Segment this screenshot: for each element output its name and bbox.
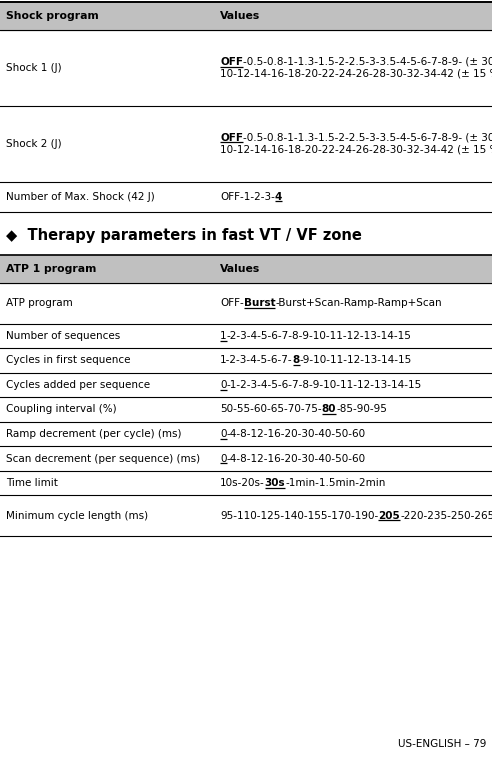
Text: 10-12-14-16-18-20-22-24-26-28-30-32-34-42 (± 15 %): 10-12-14-16-18-20-22-24-26-28-30-32-34-4… — [220, 145, 492, 154]
Text: 95-110-125-140-155-170-190-: 95-110-125-140-155-170-190- — [220, 511, 378, 521]
Text: Number of Max. Shock (42 J): Number of Max. Shock (42 J) — [6, 192, 155, 202]
Text: -4-8-12-16-20-30-40-50-60: -4-8-12-16-20-30-40-50-60 — [226, 453, 366, 463]
Text: OFF: OFF — [220, 132, 243, 143]
Text: Values: Values — [220, 11, 260, 21]
Text: -1-2-3-4-5-6-7-8-9-10-11-12-13-14-15: -1-2-3-4-5-6-7-8-9-10-11-12-13-14-15 — [226, 380, 422, 390]
Text: OFF: OFF — [220, 57, 243, 67]
Text: Shock 2 (J): Shock 2 (J) — [6, 139, 62, 148]
Text: -4-8-12-16-20-30-40-50-60: -4-8-12-16-20-30-40-50-60 — [226, 429, 366, 439]
Text: ◆  Therapy parameters in fast VT / VF zone: ◆ Therapy parameters in fast VT / VF zon… — [6, 228, 362, 243]
Text: Shock program: Shock program — [6, 11, 99, 21]
Text: OFF-1-2-3-: OFF-1-2-3- — [220, 192, 275, 202]
Text: Ramp decrement (per cycle) (ms): Ramp decrement (per cycle) (ms) — [6, 429, 182, 439]
Text: 0: 0 — [220, 453, 226, 463]
Text: Time limit: Time limit — [6, 478, 58, 488]
Text: 10-12-14-16-18-20-22-24-26-28-30-32-34-42 (± 15 %): 10-12-14-16-18-20-22-24-26-28-30-32-34-4… — [220, 69, 492, 79]
Text: 1: 1 — [220, 331, 227, 341]
Text: 1-2-3-4-5-6-7-: 1-2-3-4-5-6-7- — [220, 355, 293, 366]
Text: 50-55-60-65-70-75-: 50-55-60-65-70-75- — [220, 404, 322, 414]
Text: 4: 4 — [275, 192, 282, 202]
Text: -0.5-0.8-1-1.3-1.5-2-2.5-3-3.5-4-5-6-7-8-9- (± 30 %): -0.5-0.8-1-1.3-1.5-2-2.5-3-3.5-4-5-6-7-8… — [243, 57, 492, 67]
Text: -1min-1.5min-2min: -1min-1.5min-2min — [285, 478, 386, 488]
Text: 205: 205 — [378, 511, 400, 521]
Text: Cycles added per sequence: Cycles added per sequence — [6, 380, 150, 390]
Text: Scan decrement (per sequence) (ms): Scan decrement (per sequence) (ms) — [6, 453, 200, 463]
Text: 10s-20s-: 10s-20s- — [220, 478, 265, 488]
Text: 30s: 30s — [265, 478, 285, 488]
Text: -85-90-95: -85-90-95 — [336, 404, 387, 414]
Bar — [0, 255, 492, 283]
Text: ATP 1 program: ATP 1 program — [6, 264, 96, 274]
Text: -2-3-4-5-6-7-8-9-10-11-12-13-14-15: -2-3-4-5-6-7-8-9-10-11-12-13-14-15 — [227, 331, 411, 341]
Text: ATP program: ATP program — [6, 298, 73, 308]
Text: Coupling interval (%): Coupling interval (%) — [6, 404, 117, 414]
Text: Shock 1 (J): Shock 1 (J) — [6, 63, 62, 73]
Text: 80: 80 — [322, 404, 336, 414]
Text: Cycles in first sequence: Cycles in first sequence — [6, 355, 130, 366]
Text: Minimum cycle length (ms): Minimum cycle length (ms) — [6, 511, 148, 521]
Text: -0.5-0.8-1-1.3-1.5-2-2.5-3-3.5-4-5-6-7-8-9- (± 30 %): -0.5-0.8-1-1.3-1.5-2-2.5-3-3.5-4-5-6-7-8… — [243, 132, 492, 143]
Text: Number of sequences: Number of sequences — [6, 331, 120, 341]
Text: OFF-: OFF- — [220, 298, 244, 308]
Text: -220-235-250-265-280-295-310: -220-235-250-265-280-295-310 — [400, 511, 492, 521]
Text: US-ENGLISH – 79: US-ENGLISH – 79 — [398, 739, 486, 749]
Text: 0: 0 — [220, 429, 226, 439]
Text: -9-10-11-12-13-14-15: -9-10-11-12-13-14-15 — [300, 355, 412, 366]
Text: Burst: Burst — [244, 298, 276, 308]
Text: Values: Values — [220, 264, 260, 274]
Text: 0: 0 — [220, 380, 226, 390]
Text: 8: 8 — [293, 355, 300, 366]
Text: -Burst+Scan-Ramp-Ramp+Scan: -Burst+Scan-Ramp-Ramp+Scan — [276, 298, 442, 308]
Bar — [0, 2, 492, 30]
